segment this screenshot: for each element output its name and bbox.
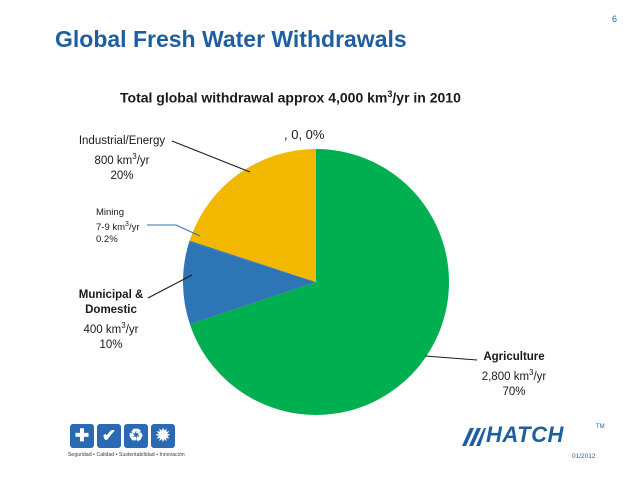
chart-title: Total global withdrawal approx 4,000 km3… [120, 89, 461, 106]
municipal-name-line1: Municipal & [78, 289, 144, 301]
industrial-label: Industrial/Energy 800 km3/yr 20% [68, 134, 176, 184]
mining-leader-line [147, 224, 201, 237]
logo-trademark: TM [596, 424, 605, 430]
agriculture-leader-line [424, 355, 478, 361]
municipal-leader-line [147, 274, 193, 299]
agriculture-value: 2,800 km3/yr [481, 368, 547, 383]
municipal-value: 400 km3/yr [83, 321, 139, 336]
mining-value: 7-9 km3/yr [96, 221, 140, 234]
check-icon: ✔ [97, 424, 121, 448]
logo-text: HATCH [486, 422, 564, 447]
agriculture-label: Agriculture 2,800 km3/yr 70% [469, 350, 559, 400]
footer-tagline: Seguridad • Calidad • Sustentabilidad • … [68, 452, 185, 458]
agriculture-name: Agriculture [483, 351, 545, 363]
pie-slice-mining [189, 240, 316, 282]
pie-slice-agriculture [189, 149, 449, 415]
zero-slice-label: , 0, 0% [284, 127, 325, 142]
municipal-label: Municipal & Domestic 400 km3/yr 10% [70, 288, 152, 353]
pie-slice-industrial-energy [189, 149, 316, 282]
page-number: 6 [612, 14, 618, 24]
mining-label: Mining 7-9 km3/yr 0.2% [96, 207, 140, 246]
agriculture-percent: 70% [502, 385, 526, 398]
slide-date: 01/2012 [572, 453, 596, 460]
pie-slice-municipal-domestic [183, 242, 316, 325]
slide-title: Global Fresh Water Withdrawals [55, 26, 407, 52]
mining-name: Mining [96, 207, 124, 218]
plus-icon: ✚ [70, 424, 94, 448]
hatch-logo-mark-icon [462, 428, 486, 446]
industrial-leader-line [171, 140, 251, 173]
recycle-icon: ♻ [124, 424, 148, 448]
lightbulb-icon: ✹ [151, 424, 175, 448]
municipal-name-line2: Domestic [85, 304, 137, 316]
industrial-value: 800 km3/yr [94, 152, 150, 167]
municipal-percent: 10% [99, 338, 123, 351]
mining-percent: 0.2% [96, 234, 118, 246]
industrial-percent: 20% [110, 169, 134, 182]
industrial-name: Industrial/Energy [78, 135, 166, 147]
